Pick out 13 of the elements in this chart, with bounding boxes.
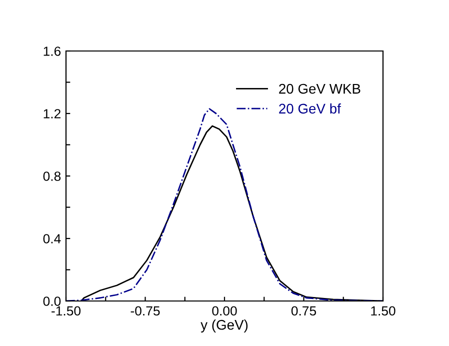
x-tick-label: 0.00 (212, 306, 237, 316)
x-tick-label: -0.75 (130, 306, 160, 316)
legend-label: 20 GeV bf (279, 103, 341, 114)
x-tick-label: 1.50 (371, 306, 396, 316)
x-tick-label: 0.75 (291, 306, 316, 316)
y-tick-label: 1.2 (44, 109, 60, 118)
x-tick-label: -1.50 (52, 306, 81, 316)
y-tick-label: 0.0 (43, 296, 61, 306)
legend-label: 20 GeV WKB (279, 84, 360, 94)
y-tick-label: 1.6 (44, 46, 61, 56)
y-tick-label: 0.8 (43, 172, 61, 181)
x-axis-title: y (GeV) (200, 320, 248, 332)
y-tick-label: 0.4 (43, 234, 61, 244)
